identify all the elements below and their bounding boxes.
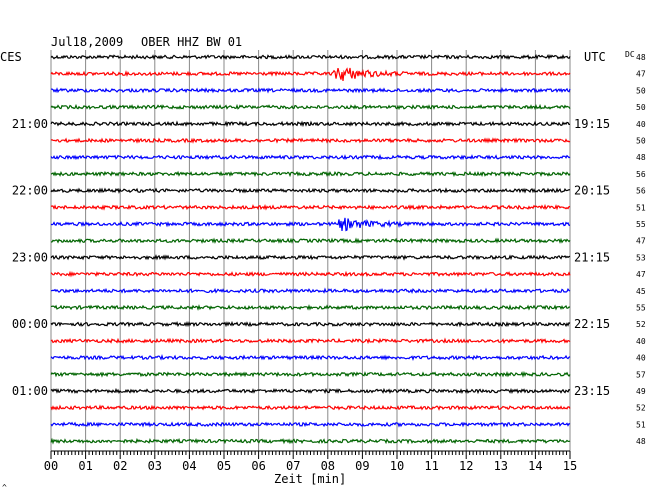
trace-group	[50, 54, 571, 445]
x-tick-label: 13	[494, 459, 508, 473]
left-time-label: 00:00	[12, 317, 48, 331]
x-tick-label: 10	[390, 459, 404, 473]
chart-title-date: Jul18,2009	[51, 35, 123, 49]
x-tick-label: 15	[563, 459, 577, 473]
dc-value: 48	[636, 53, 646, 62]
x-tick-label: 12	[459, 459, 473, 473]
right-time-labels: 19:15 20:15 21:15 22:15 23:15	[574, 117, 610, 398]
seismic-trace	[50, 137, 571, 144]
seismic-trace	[50, 437, 571, 445]
dc-value: 52	[636, 320, 646, 329]
right-time-label: 22:15	[574, 317, 610, 331]
dc-value: 45	[636, 287, 646, 296]
seismic-trace	[50, 187, 571, 194]
seismic-trace	[50, 304, 571, 311]
seismic-trace	[50, 120, 570, 128]
seismic-trace	[51, 87, 571, 94]
x-tick-label: 11	[424, 459, 438, 473]
dc-value: 55	[636, 304, 646, 313]
seismic-trace	[50, 67, 571, 81]
seismic-trace	[50, 203, 571, 211]
dc-value: 51	[636, 420, 646, 429]
dc-label: DC	[625, 50, 635, 59]
left-time-label: 01:00	[12, 384, 48, 398]
dc-value: 47	[636, 237, 646, 246]
dc-value: 52	[636, 404, 646, 413]
x-axis: 00 01 02 03 04 05 06 07 08 09 10 11 12 13 14 15	[44, 450, 577, 473]
dc-value: 49	[636, 387, 646, 396]
dc-value: 56	[636, 170, 646, 179]
left-time-label: 21:00	[12, 117, 48, 131]
x-tick-label: 09	[355, 459, 369, 473]
dc-value: 56	[636, 187, 646, 196]
dc-value: 51	[636, 203, 646, 212]
seismic-trace	[50, 54, 571, 61]
dc-value: 40	[636, 120, 646, 129]
seismic-trace	[50, 404, 571, 411]
right-time-label: 20:15	[574, 184, 610, 198]
right-time-label: 19:15	[574, 117, 610, 131]
right-time-label: 23:15	[574, 384, 610, 398]
left-time-label: 22:00	[12, 184, 48, 198]
left-time-label: 23:00	[12, 250, 48, 264]
seismic-trace	[50, 354, 571, 361]
x-tick-label: 14	[528, 459, 542, 473]
x-tick-label: 03	[148, 459, 162, 473]
right-time-label: 21:15	[574, 250, 610, 264]
chart-title-station: OBER HHZ BW 01	[141, 35, 242, 49]
seismic-trace	[50, 254, 571, 261]
x-axis-label: Zeit [min]	[274, 472, 346, 486]
right-axis-label: UTC	[584, 50, 606, 64]
corner-mark: ^	[2, 483, 7, 492]
dc-value: 50	[636, 137, 646, 146]
dc-value: 50	[636, 86, 646, 95]
x-tick-label: 06	[251, 459, 265, 473]
seismic-trace	[50, 421, 571, 428]
dc-value: 53	[636, 253, 646, 262]
x-tick-label: 07	[286, 459, 300, 473]
seismic-trace	[50, 337, 571, 345]
minute-gridlines	[50, 50, 571, 451]
x-tick-label: 02	[113, 459, 127, 473]
seismic-trace	[50, 287, 571, 294]
x-tick-label: 05	[217, 459, 231, 473]
seismic-trace	[50, 387, 571, 395]
dc-value: 47	[636, 270, 646, 279]
dc-values: 48 47 50 50 40 50 48 56 56 51 55 47 53 47 45 55 52 40 40 57…	[636, 53, 646, 446]
dc-value: 40	[636, 354, 646, 363]
seismic-trace	[50, 103, 571, 111]
seismic-trace	[50, 217, 571, 232]
dc-value: 47	[636, 70, 646, 79]
seismic-trace	[50, 237, 571, 244]
x-tick-label: 00	[44, 459, 58, 473]
seismic-trace	[50, 153, 571, 161]
seismic-trace	[50, 320, 571, 328]
dc-value: 50	[636, 103, 646, 112]
left-axis-label: CES	[0, 50, 22, 64]
seismic-trace	[50, 270, 571, 278]
dc-value: 48	[636, 437, 646, 446]
dc-value: 48	[636, 153, 646, 162]
dc-value: 55	[636, 220, 646, 229]
x-tick-label: 08	[321, 459, 335, 473]
dc-value: 57	[636, 370, 646, 379]
left-time-labels: 21:00 22:00 23:00 00:00 01:00	[12, 117, 48, 398]
x-tick-label: 01	[78, 459, 92, 473]
x-tick-label: 04	[182, 459, 196, 473]
seismic-trace	[50, 170, 571, 178]
seismic-trace	[50, 370, 571, 378]
dc-value: 40	[636, 337, 646, 346]
